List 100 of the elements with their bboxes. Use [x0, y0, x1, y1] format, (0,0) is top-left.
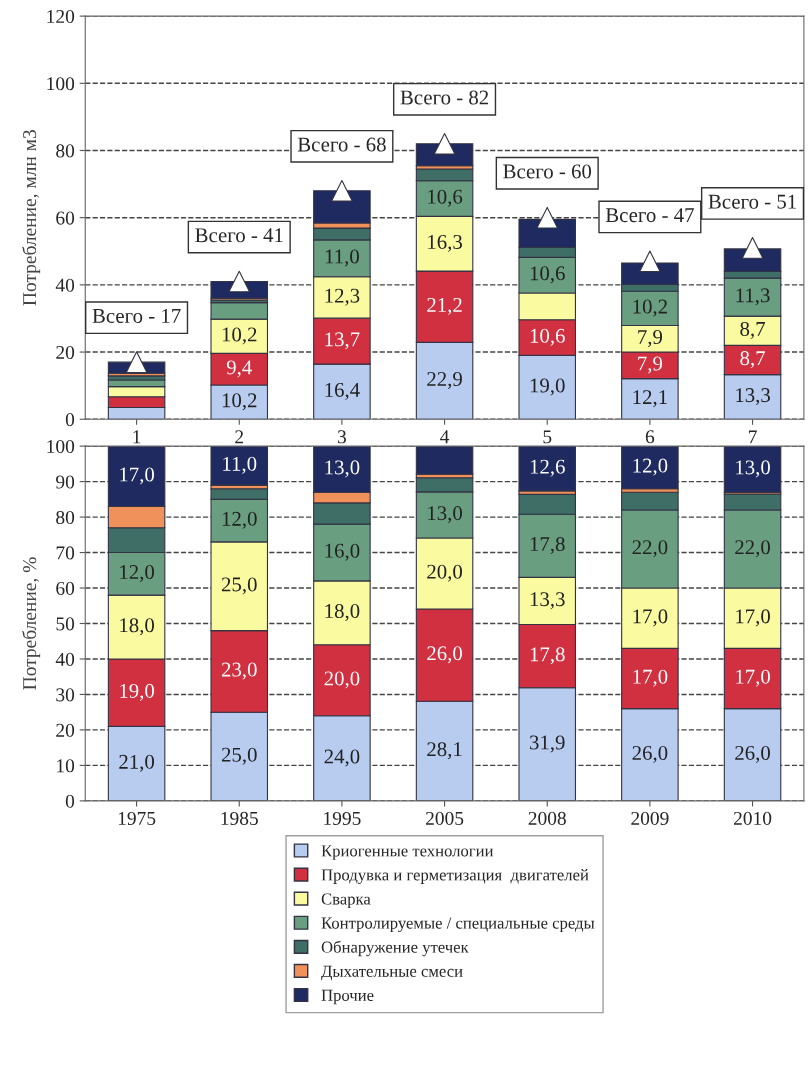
y-tick-label: 40: [55, 652, 75, 666]
data-label: 18,0: [325, 604, 360, 622]
x-tick-label: 2010: [733, 811, 772, 825]
data-label: 16,0: [325, 543, 360, 561]
y-tick-label: 100: [47, 439, 75, 454]
x-tick-label: 2008: [528, 811, 566, 825]
data-label: 16,4: [325, 382, 360, 400]
x-tick-label: 4: [440, 430, 450, 444]
data-label: 10,2: [222, 393, 257, 411]
data-label: 18,0: [120, 618, 155, 636]
y-tick-label: 120: [47, 9, 75, 24]
data-label: 12,3: [325, 288, 360, 306]
y-tick-label: 50: [56, 617, 75, 631]
data-label: 16,3: [428, 234, 462, 252]
legend-label: Продувка и герметизация двигателей: [321, 868, 589, 884]
data-label: 13,3: [736, 388, 770, 406]
y-tick-label: 0: [65, 794, 75, 808]
x-tick-label: 1985: [221, 811, 258, 825]
data-label: 23,0: [221, 662, 257, 680]
data-label: 9,4: [226, 360, 252, 378]
legend-label: Сварка: [321, 893, 371, 909]
data-label: 24,0: [324, 749, 360, 767]
data-label: 10,6: [530, 266, 565, 284]
data-label: 19,0: [530, 378, 565, 396]
data-label: 17,0: [736, 609, 770, 627]
data-label: 31,9: [530, 735, 565, 753]
data-label: 21,0: [119, 754, 155, 772]
data-label: 7,9: [638, 330, 663, 348]
data-label: 10,6: [530, 328, 565, 346]
data-label: 25,0: [221, 577, 257, 595]
data-label: 21,2: [427, 297, 462, 315]
data-label: 11,3: [736, 288, 770, 306]
y-tick-label: 30: [56, 688, 75, 702]
legend-label: Дыхательные смеси: [321, 965, 463, 981]
data-label: 10,2: [633, 299, 667, 317]
y-tick-label: 70: [56, 546, 75, 560]
y-tick-label: 20: [56, 723, 75, 737]
x-tick-label: 7: [748, 430, 757, 444]
data-label: 12,0: [222, 511, 257, 529]
annotation: Всего - 82: [400, 90, 489, 105]
data-label: 13,0: [325, 460, 360, 478]
data-label: 8,7: [740, 321, 765, 339]
x-tick-label: 1975: [118, 811, 156, 825]
data-label: 12,0: [633, 458, 668, 476]
y-tick-label: 90: [56, 475, 75, 489]
annotation: Всего - 60: [503, 164, 592, 179]
data-label: 13,3: [530, 592, 565, 610]
x-tick-label: 2: [235, 430, 244, 444]
data-label: 7,9: [638, 356, 663, 374]
data-label: 17,8: [530, 536, 565, 555]
data-label: 17,0: [633, 609, 668, 627]
data-label: 22,0: [632, 540, 668, 558]
x-tick-label: 2005: [425, 811, 464, 825]
data-label: 25,0: [221, 747, 257, 765]
data-label: 8,7: [740, 351, 765, 369]
data-label: 28,1: [427, 742, 462, 760]
y-tick-label: 80: [56, 144, 75, 158]
data-label: 12,0: [120, 564, 155, 583]
data-label: 11,0: [223, 456, 257, 474]
data-label: 12,1: [633, 390, 667, 408]
legend-label: Контролируемые / специальные среды: [321, 917, 595, 933]
y-tick-label: 0: [65, 413, 75, 427]
annotation: Всего - 17: [92, 308, 181, 323]
data-label: 17,0: [120, 467, 155, 485]
x-tick-label: 5: [543, 430, 552, 444]
data-label: 22,9: [427, 372, 462, 389]
data-label: 26,0: [632, 745, 668, 763]
data-label: 20,0: [324, 671, 360, 689]
legend-label: Обнаружение утечек: [321, 940, 469, 957]
data-label: 26,0: [735, 745, 770, 763]
data-label: 17,0: [736, 669, 770, 687]
legend-label: Криогенные технологии: [321, 845, 494, 860]
y-axis-title: Потребление, %: [22, 557, 41, 690]
data-label: 17,8: [530, 647, 565, 665]
legend-label: Прочие: [321, 989, 374, 1005]
y-tick-label: 60: [56, 581, 75, 595]
y-tick-label: 10: [57, 759, 75, 773]
annotation: Всего - 68: [297, 137, 386, 152]
y-tick-label: 60: [56, 211, 75, 225]
data-label: 13,0: [428, 506, 462, 524]
data-label: 12,6: [530, 459, 565, 477]
y-tick-label: 40: [55, 278, 75, 292]
annotation: Всего - 41: [195, 228, 283, 243]
annotation: Всего - 51: [708, 194, 796, 209]
data-label: 26,0: [427, 646, 462, 664]
data-label: 11,0: [325, 249, 359, 267]
data-label: 17,0: [633, 669, 668, 687]
y-tick-label: 20: [56, 345, 75, 359]
y-axis-title: Потребление, млн м3: [22, 130, 41, 306]
y-tick-label: 80: [56, 510, 75, 525]
data-label: 13,0: [736, 460, 770, 478]
x-tick-label: 2009: [631, 811, 669, 825]
x-tick-label: 1: [133, 430, 141, 444]
data-label: 22,0: [735, 540, 770, 558]
data-label: 19,0: [120, 683, 155, 701]
data-label: 20,0: [427, 564, 462, 582]
x-tick-label: 1995: [324, 811, 361, 825]
y-tick-label: 100: [47, 77, 75, 91]
data-label: 10,2: [222, 327, 257, 345]
annotation: Всего - 47: [605, 208, 694, 223]
